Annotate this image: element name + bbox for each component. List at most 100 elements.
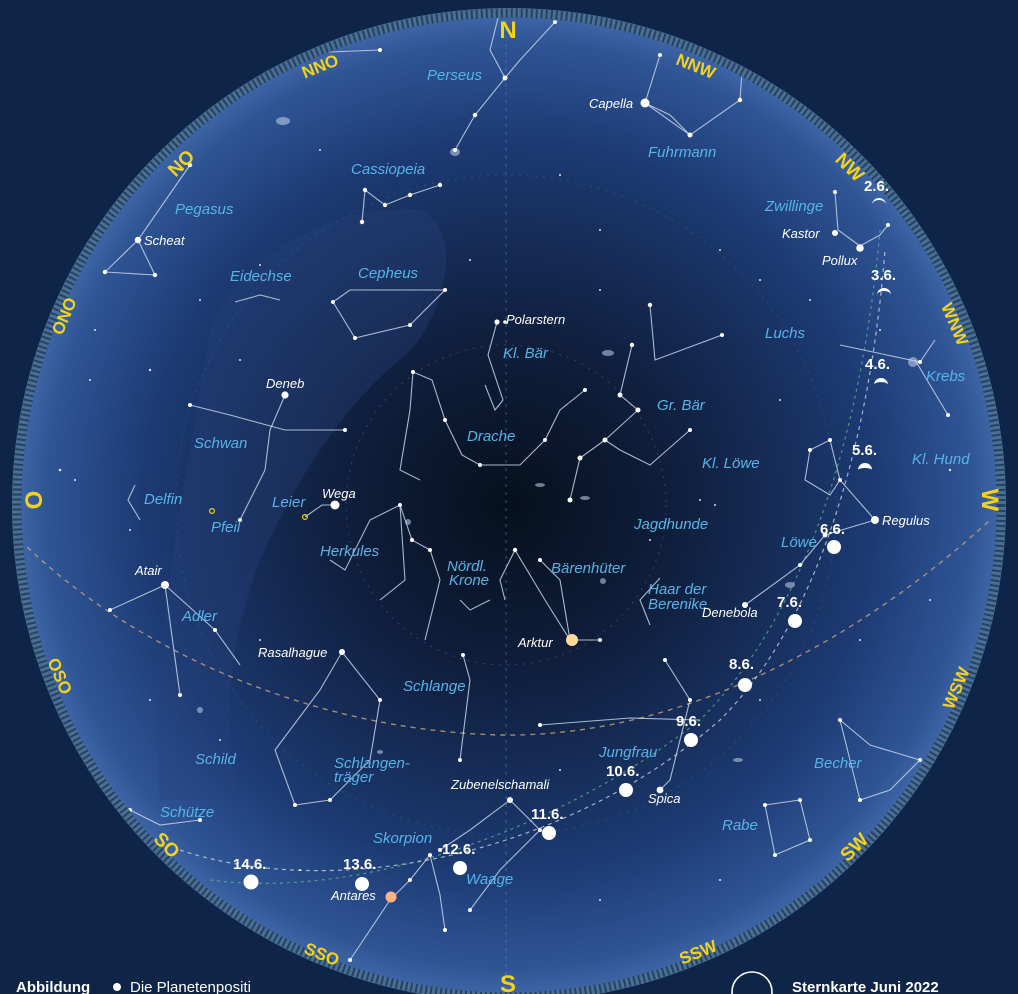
deep-sky-objects xyxy=(197,117,918,762)
label-kl-baer: Kl. Bär xyxy=(503,345,549,362)
deneb-star-marker xyxy=(281,391,289,399)
rasalhague-star-marker xyxy=(339,649,345,655)
moon-11-6-icon xyxy=(542,826,556,840)
label-adler: Adler xyxy=(181,608,218,625)
label-kl-loewe: Kl. Löwe xyxy=(702,455,760,472)
label-schlangentraeger-line1: Schlangen- xyxy=(334,755,410,772)
label-krebs: Krebs xyxy=(926,368,966,385)
label-leier: Leier xyxy=(272,494,306,511)
caption-label: Abbildung xyxy=(16,979,90,994)
moon-9-6-icon xyxy=(684,733,698,747)
wega-star-marker xyxy=(330,500,340,510)
moon-date-9-6: 9.6. xyxy=(676,713,701,730)
label-haar-der-berenike-line1: Haar der xyxy=(648,581,707,598)
moon-13-6-icon xyxy=(355,877,369,891)
sky-content xyxy=(22,18,991,990)
label-schuetze: Schütze xyxy=(160,804,214,821)
moon-5-6-icon xyxy=(858,463,872,470)
label-cepheus: Cepheus xyxy=(358,265,419,282)
caption-text: Die Planetenpositi xyxy=(130,979,251,994)
label-loewe: Löwe xyxy=(781,534,817,551)
polarstern-star-marker xyxy=(494,319,500,325)
moon-6-6-icon xyxy=(827,540,841,554)
arktur-star-marker xyxy=(566,634,578,646)
capella-star-marker xyxy=(640,98,650,108)
label-skorpion: Skorpion xyxy=(373,830,432,847)
moon-2-6-icon xyxy=(872,198,886,205)
label-cassiopeia: Cassiopeia xyxy=(351,161,425,178)
zubenelschamali-star-marker xyxy=(507,797,513,803)
label-jungfrau: Jungfrau xyxy=(598,744,658,761)
label-becher: Becher xyxy=(814,755,863,772)
label-pfeil: Pfeil xyxy=(211,519,241,536)
moon-date-5-6: 5.6. xyxy=(852,442,877,459)
label-deneb: Deneb xyxy=(266,376,304,391)
label-rasalhague: Rasalhague xyxy=(258,645,327,660)
ring-nebula-icon xyxy=(302,513,309,520)
moon-date-3-6: 3.6. xyxy=(871,267,896,284)
footer: Abbildung Die Planetenpositi Sternkarte … xyxy=(16,971,939,994)
moon-positions xyxy=(243,198,891,891)
background-stars xyxy=(58,149,952,901)
label-herkules: Herkules xyxy=(320,543,380,560)
moon-date-11-6: 11.6. xyxy=(531,806,564,823)
chart-title: Sternkarte Juni 2022 xyxy=(792,979,939,994)
label-schwan: Schwan xyxy=(194,435,247,452)
label-waage: Waage xyxy=(466,871,513,888)
moon-date-8-6: 8.6. xyxy=(729,656,754,673)
label-kastor: Kastor xyxy=(782,226,820,241)
caption-bullet-icon xyxy=(113,983,121,991)
label-kl-hund: Kl. Hund xyxy=(912,451,970,468)
moon-date-10-6: 10.6. xyxy=(606,763,639,780)
label-rabe: Rabe xyxy=(722,817,758,834)
label-schild: Schild xyxy=(195,751,237,768)
moon-date-6-6: 6.6. xyxy=(820,521,845,538)
label-drache: Drache xyxy=(467,428,515,445)
direction-o: O xyxy=(21,491,48,510)
label-zwillinge: Zwillinge xyxy=(764,198,823,215)
label-jagdhunde: Jagdhunde xyxy=(633,516,708,533)
label-noerdl-krone-line2: Krone xyxy=(449,572,489,589)
spica-star-marker xyxy=(656,786,664,794)
label-schlange: Schlange xyxy=(403,678,466,695)
label-pollux: Pollux xyxy=(822,253,858,268)
label-baerenhueter: Bärenhüter xyxy=(551,560,626,577)
direction-s: S xyxy=(500,971,516,994)
label-noerdl-krone-line1: Nördl. xyxy=(447,558,487,575)
moon-date-2-6: 2.6. xyxy=(864,178,889,195)
moon-3-6-icon xyxy=(877,288,891,295)
label-pegasus: Pegasus xyxy=(175,201,234,218)
label-schlangentraeger-line2: träger xyxy=(334,769,374,786)
antares-star-marker xyxy=(385,891,397,903)
moon-8-6-icon xyxy=(738,678,752,692)
label-luchs: Luchs xyxy=(765,325,806,342)
label-perseus: Perseus xyxy=(427,67,483,84)
horizon-silhouette xyxy=(12,8,1006,994)
constellation-labels: Perseus Fuhrmann Cassiopeia Pegasus Zwil… xyxy=(144,67,970,888)
label-denebola: Denebola xyxy=(702,605,758,620)
moon-date-4-6: 4.6. xyxy=(865,356,890,373)
moon-date-13-6: 13.6. xyxy=(343,856,376,873)
planetary-nebula-icon xyxy=(209,508,216,515)
label-polarstern: Polarstern xyxy=(506,312,565,327)
denebola-star-marker xyxy=(742,602,748,608)
moon-4-6-icon xyxy=(874,378,888,385)
atair-star-marker xyxy=(161,581,169,589)
publisher-logo-icon xyxy=(731,971,773,994)
label-spica: Spica xyxy=(648,791,681,806)
moon-date-7-6: 7.6. xyxy=(777,594,802,611)
kastor-star-marker xyxy=(832,230,838,236)
label-regulus: Regulus xyxy=(882,513,930,528)
scheat-star-marker xyxy=(134,236,142,244)
label-atair: Atair xyxy=(134,563,162,578)
label-gr-baer: Gr. Bär xyxy=(657,397,706,414)
pollux-star-marker xyxy=(856,244,864,252)
moon-date-labels: 2.6. 3.6. 4.6. 5.6. 6.6. 7.6. 8.6. 9.6. … xyxy=(233,178,896,873)
direction-w: W xyxy=(976,489,1003,512)
moon-date-12-6: 12.6. xyxy=(442,841,475,858)
moon-14-6-icon xyxy=(243,874,259,890)
label-delfin: Delfin xyxy=(144,491,182,508)
sky-disc xyxy=(21,17,997,993)
label-antares: Antares xyxy=(330,888,376,903)
